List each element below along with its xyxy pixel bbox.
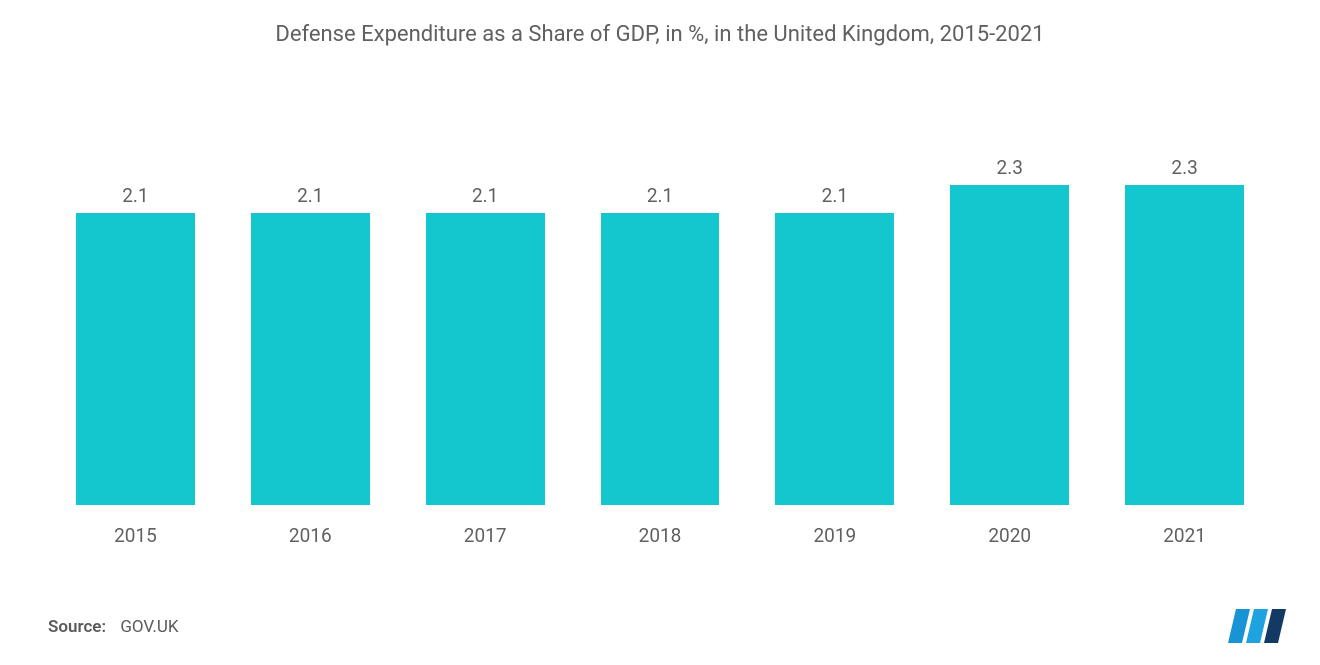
- bar-value-label: 2.3: [1171, 156, 1197, 179]
- bar-slot: 2.3: [1097, 150, 1272, 505]
- bar: [1125, 185, 1244, 505]
- bar-value-label: 2.1: [647, 184, 673, 207]
- bar-value-label: 2.1: [297, 184, 323, 207]
- bar: [251, 213, 370, 505]
- brand-logo-icon: [1228, 609, 1290, 643]
- bar-value-label: 2.1: [122, 184, 148, 207]
- x-axis-label: 2019: [747, 524, 922, 547]
- plot-area: 2.1 2.1 2.1 2.1 2.1 2.3 2.3: [48, 150, 1272, 505]
- source-text: GOV.UK: [120, 617, 178, 637]
- chart-title: Defense Expenditure as a Share of GDP, i…: [0, 22, 1320, 47]
- bar: [601, 213, 720, 505]
- bar-value-label: 2.1: [472, 184, 498, 207]
- x-axis-label: 2021: [1097, 524, 1272, 547]
- bar-slot: 2.1: [747, 150, 922, 505]
- logo-bar-3: [1264, 609, 1286, 643]
- bar-slot: 2.1: [223, 150, 398, 505]
- x-axis-label: 2018: [573, 524, 748, 547]
- bar-slot: 2.3: [922, 150, 1097, 505]
- bar-slot: 2.1: [573, 150, 748, 505]
- bar-value-label: 2.1: [822, 184, 848, 207]
- x-axis-labels: 2015201620172018201920202021: [48, 524, 1272, 547]
- bar-value-label: 2.3: [997, 156, 1023, 179]
- bar: [76, 213, 195, 505]
- chart-container: Defense Expenditure as a Share of GDP, i…: [0, 0, 1320, 665]
- logo-bar-2: [1246, 609, 1268, 643]
- bar: [775, 213, 894, 505]
- logo-bars: [1228, 609, 1286, 643]
- bar: [426, 213, 545, 505]
- bar: [950, 185, 1069, 505]
- x-axis-label: 2017: [398, 524, 573, 547]
- x-axis-label: 2020: [922, 524, 1097, 547]
- x-axis-label: 2016: [223, 524, 398, 547]
- bar-slot: 2.1: [48, 150, 223, 505]
- source-citation: Source: GOV.UK: [48, 617, 179, 637]
- x-axis-label: 2015: [48, 524, 223, 547]
- source-prefix: Source:: [48, 617, 106, 637]
- bar-slot: 2.1: [398, 150, 573, 505]
- logo-bar-1: [1228, 609, 1250, 643]
